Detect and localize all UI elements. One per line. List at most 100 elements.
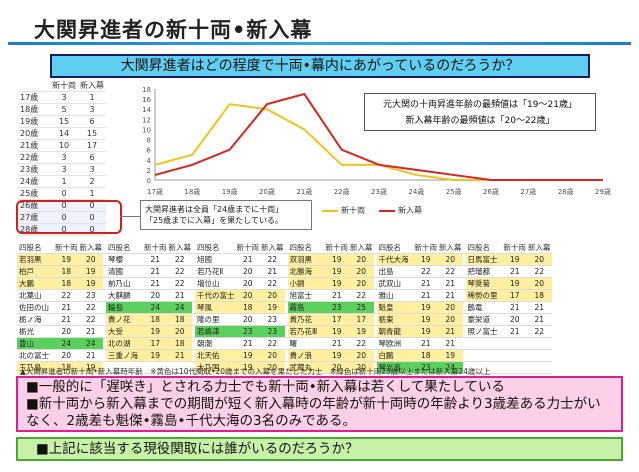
age-value-cell: 18 bbox=[54, 277, 79, 290]
count-cell: 0 bbox=[78, 199, 106, 212]
count-cell: 0 bbox=[50, 211, 78, 224]
shikona-cell: 北天佑 bbox=[195, 349, 236, 362]
grid-header-cell: 新入幕 bbox=[527, 242, 552, 254]
shikona-cell: 三重ノ海 bbox=[106, 349, 143, 362]
age-value-cell: 18 bbox=[413, 349, 438, 362]
age-value-cell: 19 bbox=[78, 277, 103, 290]
age-value-cell: 21 bbox=[78, 325, 103, 338]
shikona-cell: 若羽黒 bbox=[17, 253, 54, 266]
age-value-cell: 22 bbox=[260, 337, 285, 350]
shinjuryo-col-header: 新十両 bbox=[52, 81, 76, 90]
grid-header-cell: 新入幕 bbox=[78, 242, 103, 254]
shikona-cell: 輪島 bbox=[106, 301, 143, 314]
ozeki-grid: 四股名 新十両 新入幕 四股名 新十両 新入幕 四股名 新十両 新入幕 四股名 新十両 新入幕 四股名新… bbox=[17, 242, 552, 374]
x-tick-label: 27歳 bbox=[520, 187, 536, 196]
shikona-cell: 大鵬 bbox=[17, 277, 54, 290]
age-value-cell: 20 bbox=[235, 289, 260, 302]
age-value-cell bbox=[502, 361, 527, 374]
age-value-cell bbox=[527, 337, 552, 350]
age-row: 18歳 5 3 bbox=[18, 104, 106, 116]
age-value-cell: 19 bbox=[502, 277, 527, 290]
shikona-cell: 栃東 bbox=[376, 313, 414, 326]
x-tick-label: 22歳 bbox=[334, 187, 350, 196]
age-value-cell: 22 bbox=[260, 277, 285, 290]
age-row: 25歳 0 1 bbox=[18, 188, 106, 200]
age-row: 27歳 0 0 bbox=[18, 211, 106, 224]
x-tick-label: 23歳 bbox=[371, 187, 387, 196]
count-cell: 3 bbox=[61, 93, 67, 102]
chart-legend: 新十両 新入幕 bbox=[322, 205, 422, 216]
age-value-cell: 20 bbox=[438, 301, 463, 314]
age-value-cell: 19 bbox=[413, 313, 438, 326]
count-cell: 1 bbox=[61, 177, 67, 186]
age-value-cell: 23 bbox=[324, 301, 349, 314]
x-tick-label: 17歳 bbox=[147, 187, 163, 196]
age-row: 24歳 1 2 bbox=[18, 176, 106, 188]
y-tick-label: 2 bbox=[147, 167, 151, 175]
shikona-cell: 大乃国 bbox=[195, 361, 236, 374]
age-value-cell: 18 bbox=[167, 337, 192, 350]
age-value-cell: 20 bbox=[527, 253, 552, 266]
chart-info-line1: 元大関の十両昇進年齢の最頻値は「19～21歳」 bbox=[383, 100, 577, 110]
grid-footer: ▲大関昇進者の新十両•新入幕時年齢 ※黄色は10代関取•20歳までの入幕を果たし… bbox=[20, 367, 491, 376]
chart-info-box: 元大関の十両昇進年齢の最頻値は「19～21歳」 新入幕年齢の最頻値は「20～22… bbox=[364, 93, 596, 131]
grid-header-cell: 四股名 bbox=[195, 242, 236, 254]
shikona-cell: 鶴竜 bbox=[465, 301, 503, 314]
shikona-cell: 若乃花Ⅲ bbox=[287, 325, 325, 338]
age-cell: 17歳 bbox=[20, 93, 39, 102]
age-cell: 25歳 bbox=[20, 189, 39, 198]
age-value-cell: 22 bbox=[527, 325, 552, 338]
age-value-cell: 19 bbox=[143, 325, 168, 338]
age-value-cell: 17 bbox=[143, 337, 168, 350]
age-value-cell: 20 bbox=[438, 253, 463, 266]
shikona-cell: 小錦 bbox=[287, 277, 325, 290]
age-value-cell: 18 bbox=[54, 361, 79, 374]
age-value-cell: 19 bbox=[235, 349, 260, 362]
age-value-cell: 21 bbox=[502, 265, 527, 278]
grid-header-cell: 新十両 bbox=[54, 242, 79, 254]
shikona-cell: 栃ノ海 bbox=[17, 313, 54, 326]
shikona-cell: 白鵬 bbox=[376, 349, 414, 362]
shikona-cell bbox=[465, 361, 503, 374]
count-cell: 3 bbox=[89, 105, 95, 114]
age-value-cell: 21 bbox=[413, 337, 438, 350]
age-value-cell: 19 bbox=[78, 265, 103, 278]
age-value-cell: 19 bbox=[143, 349, 168, 362]
age-value-cell: 19 bbox=[324, 349, 349, 362]
age-value-cell: 20 bbox=[527, 277, 552, 290]
shikona-cell: 琴櫻 bbox=[106, 253, 143, 266]
summary-box: ■一般的に「遅咲き」とされる力士でも新十両•新入幕は若くして果たしている ■新十… bbox=[16, 376, 623, 432]
age-value-cell: 20 bbox=[54, 349, 79, 362]
age-value-cell bbox=[502, 337, 527, 350]
grid-header-cell: 新十両 bbox=[324, 242, 349, 254]
grid-header-cell: 新入幕 bbox=[349, 242, 374, 254]
age-value-cell: 20 bbox=[78, 253, 103, 266]
shikona-cell: 琴奨菊 bbox=[465, 277, 503, 290]
y-tick-label: 6 bbox=[147, 147, 152, 155]
grid-header-cell: 新十両 bbox=[143, 242, 168, 254]
count-cell: 0 bbox=[50, 199, 78, 212]
grid-row: 若羽黒 19 20 琴櫻 21 22 旭國 21 22 双羽黒 19 20 千代大海 19 20 日馬富士 19… bbox=[17, 253, 552, 266]
age-value-cell: 21 bbox=[260, 265, 285, 278]
age-value-cell: 23 bbox=[235, 325, 260, 338]
shikona-cell: 増位山 bbox=[195, 277, 236, 290]
age-cell: 18歳 bbox=[20, 105, 39, 114]
age-value-cell: 23 bbox=[413, 361, 438, 374]
age-value-cell: 20 bbox=[502, 313, 527, 326]
shikona-cell: 清國 bbox=[106, 265, 143, 278]
age-cell: 22歳 bbox=[20, 153, 39, 162]
age-value-cell: 20 bbox=[260, 289, 285, 302]
age-value-cell: 24 bbox=[438, 361, 463, 374]
shikona-cell: 稀勢の里 bbox=[465, 289, 503, 302]
x-tick-label: 28歳 bbox=[558, 187, 574, 196]
age-cell: 23歳 bbox=[20, 165, 39, 174]
shikona-cell: 北の湖 bbox=[106, 337, 143, 350]
grid-header-cell: 四股名 bbox=[287, 242, 325, 254]
shikona-cell: 貴乃花 bbox=[287, 313, 325, 326]
shikona-cell: 柏戸 bbox=[17, 265, 54, 278]
count-cell: 3 bbox=[61, 165, 67, 174]
age-value-cell: 18 bbox=[235, 301, 260, 314]
age-value-cell: 18 bbox=[143, 313, 168, 326]
age-value-cell: 19 bbox=[413, 253, 438, 266]
x-tick-label: 25歳 bbox=[446, 187, 462, 196]
